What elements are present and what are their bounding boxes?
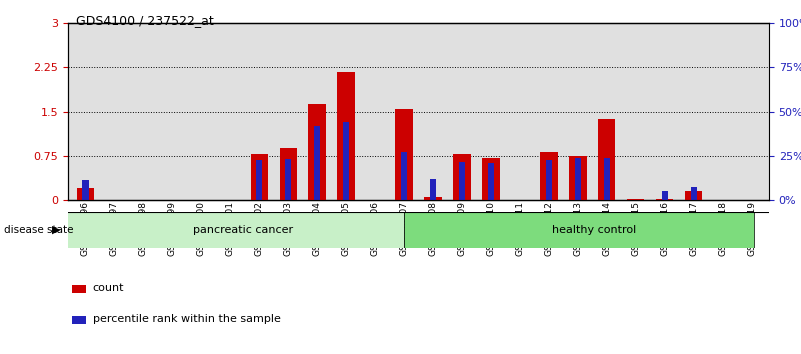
Bar (685, 191, 702, 200)
Text: count: count (93, 282, 124, 293)
Bar (627, 199, 645, 200)
Bar (280, 148, 297, 200)
Bar (656, 199, 674, 200)
Text: healthy control: healthy control (552, 225, 636, 235)
Bar (453, 154, 471, 200)
Bar (83, 180, 88, 200)
Bar (459, 161, 465, 200)
Bar (77, 188, 95, 200)
Bar (662, 191, 668, 200)
Bar (570, 156, 586, 200)
Text: ▶: ▶ (51, 225, 60, 235)
Bar (488, 163, 494, 200)
Bar (430, 179, 436, 200)
Text: percentile rank within the sample: percentile rank within the sample (93, 314, 280, 324)
Bar (604, 158, 610, 200)
Bar (401, 152, 407, 200)
Bar (482, 158, 500, 200)
Text: pancreatic cancer: pancreatic cancer (193, 225, 293, 235)
Bar (545, 160, 552, 200)
Bar (71, 285, 86, 293)
Bar (71, 316, 86, 324)
Bar (308, 104, 326, 200)
Bar (396, 109, 413, 200)
Bar (404, 212, 755, 248)
Bar (540, 152, 557, 200)
Bar (337, 72, 355, 200)
Bar (690, 187, 697, 200)
Text: disease state: disease state (4, 225, 74, 235)
Bar (575, 158, 581, 200)
Bar (343, 122, 349, 200)
Text: GDS4100 / 237522_at: GDS4100 / 237522_at (76, 14, 214, 27)
Bar (54, 212, 404, 248)
Bar (598, 119, 615, 200)
Bar (256, 160, 262, 200)
Bar (314, 126, 320, 200)
Bar (251, 154, 268, 200)
Bar (285, 159, 292, 200)
Bar (425, 197, 441, 200)
